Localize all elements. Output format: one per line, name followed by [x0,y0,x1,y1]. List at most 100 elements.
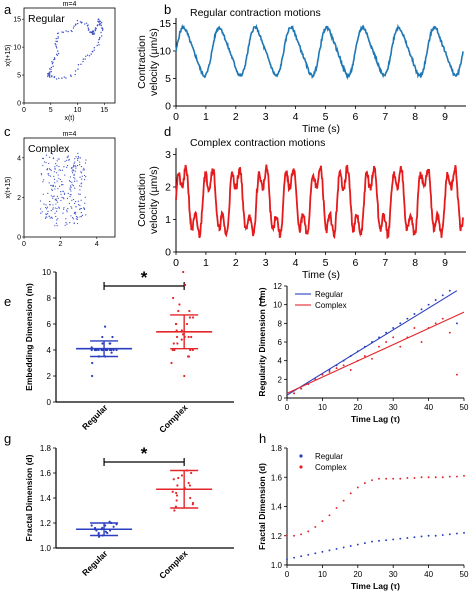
point [81,178,83,180]
data-point [463,531,465,534]
x-tick-label: 50 [460,570,469,579]
point [54,188,56,190]
point [45,213,47,215]
data-point [188,309,191,313]
point [80,185,82,187]
data-point [191,501,195,505]
point [47,210,49,212]
point [73,25,75,27]
point [56,195,58,197]
y-tick-label: 3 [165,149,171,161]
point [75,167,77,169]
point [62,212,64,214]
point [80,166,83,168]
legend-swatch [299,465,303,469]
point [58,177,60,179]
point [56,219,58,221]
y-axis-label: x(t+15) [5,177,12,199]
point [90,32,93,34]
point [70,186,72,188]
point [51,61,53,63]
point [49,168,51,171]
y-tick-label: 1.4 [40,494,52,503]
point [55,44,57,46]
point [71,207,73,209]
data-point [188,484,192,487]
point [52,185,54,188]
point [52,157,55,159]
point [74,170,76,172]
x-tick-label: 40 [424,403,433,412]
point [78,157,80,159]
point [76,22,79,25]
point [98,21,100,24]
point [66,166,68,168]
point [76,218,79,220]
point [100,24,102,27]
data-point [392,327,395,329]
point [52,197,54,199]
point [48,182,50,184]
data-point [335,367,338,370]
point [64,160,66,162]
point [77,159,79,161]
y-axis-label: Fractal Dimension (d) [24,454,34,541]
point [56,199,58,202]
y-axis-label-line2: velocity (µm/s) [148,28,160,96]
point [40,174,43,176]
x-axis-label: Time Lag (τ) [351,581,400,591]
point [47,173,50,175]
point [66,209,68,211]
point [69,222,71,224]
data-point [342,546,345,549]
point [50,210,52,212]
y-axis-label: Regularity Dimension (τ/m) [257,287,267,396]
data-point [342,364,345,367]
point [54,182,56,184]
point [55,78,58,80]
point [72,218,75,220]
plot-title: Regular contraction motions [190,7,321,19]
point [92,31,94,34]
point [56,40,59,43]
data-point [363,355,366,357]
data-point [463,474,465,477]
point [74,213,77,215]
y-tick-label: 6 [278,338,283,347]
panel-label-d: d [164,124,171,139]
data-point [104,530,107,533]
x-tick-label: 20 [353,570,362,579]
point [82,58,84,60]
point [87,29,90,31]
point [51,217,53,219]
panel-label-a: a [4,2,12,17]
panel-label-f: f [259,294,263,309]
y-tick-label: 0 [47,398,52,407]
point [49,76,51,78]
point [65,77,67,79]
data-point [385,477,388,480]
data-point [434,299,437,301]
point [98,38,101,40]
x-tick-label: 5 [323,111,329,123]
x-tick-label: 4 [293,257,299,269]
point [79,189,81,191]
panel-label-h: h [259,431,266,446]
point [74,180,76,182]
x-axis-label: Time (s) [302,269,340,281]
point [55,37,57,40]
point [82,169,84,171]
y-tick-label: 2 [165,182,171,194]
point [60,193,62,195]
point [80,63,82,66]
point [52,204,54,206]
point [69,188,71,191]
point [51,75,53,77]
data-point [448,331,451,334]
y-tick-label: 1.8 [40,444,52,453]
point [59,178,61,181]
y-tick-label: 1.4 [271,503,283,512]
point [87,27,89,29]
point [86,54,89,56]
